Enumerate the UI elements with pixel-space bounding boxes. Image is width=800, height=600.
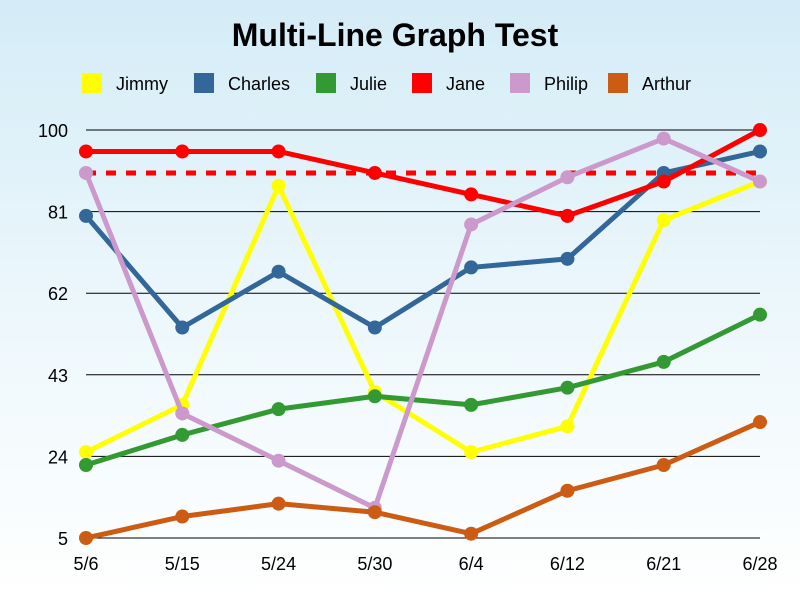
y-tick-label: 100 [38,121,68,141]
x-tick-label: 6/12 [550,554,585,574]
data-point [175,320,190,335]
grid [86,129,760,539]
data-point [271,178,286,193]
legend-swatch [194,73,214,93]
data-point [367,320,382,335]
data-point [753,123,767,137]
series-line [83,127,763,219]
data-point [271,402,286,417]
legend-label: Charles [228,74,290,94]
legend-item-arthur: Arthur [608,73,691,94]
series-line [83,312,763,468]
data-point [367,165,382,180]
data-point [656,213,671,228]
data-point [560,251,575,266]
series-julie [79,307,767,472]
legend-swatch [82,73,102,93]
legend-label: Arthur [642,74,691,94]
data-point [464,217,479,232]
data-point [175,509,190,524]
y-tick-label: 5 [58,529,68,549]
legend-item-jane: Jane [412,73,485,94]
x-tick-label: 5/24 [261,554,296,574]
x-axis: 5/6 5/15 5/24 5/30 6/4 6/12 6/21 6/28 [73,554,777,574]
data-point [464,445,479,460]
data-point [560,419,575,434]
y-tick-label: 24 [48,447,68,467]
legend-label: Jimmy [116,74,168,94]
series-line [83,419,763,541]
legend-swatch [316,73,336,93]
data-point [271,453,286,468]
data-point [753,144,767,159]
legend-item-philip: Philip [510,73,588,94]
data-point [79,445,93,460]
x-tick-label: 5/30 [357,554,392,574]
y-tick-label: 43 [48,366,68,386]
data-point [560,380,575,395]
x-tick-label: 6/21 [646,554,681,574]
legend-swatch [412,73,432,93]
data-point [79,531,93,545]
data-point [271,264,286,279]
legend-label: Jane [446,74,485,94]
data-point [367,505,382,520]
legend: Jimmy Charles Julie Jane Philip Arthur [82,73,691,94]
data-point [367,389,382,404]
data-point [271,496,286,511]
x-tick-label: 5/15 [165,554,200,574]
data-point [79,208,93,223]
x-tick-label: 6/4 [459,554,484,574]
series-jane [79,123,767,223]
data-point [175,427,190,442]
data-point [464,526,479,541]
data-point [656,457,671,472]
data-point [464,260,479,275]
data-point [79,144,93,159]
series-line [83,136,763,511]
data-point [175,406,190,421]
data-point [753,174,767,189]
series-arthur [79,415,767,545]
data-point [656,354,671,369]
data-point [560,483,575,498]
data-point [560,170,575,185]
legend-swatch [608,73,628,93]
y-tick-label: 81 [48,203,68,223]
data-point [271,144,286,159]
chart-title: Multi-Line Graph Test [232,17,559,53]
data-point [656,131,671,146]
data-point [656,174,671,189]
legend-item-julie: Julie [316,73,387,94]
data-point [79,457,93,472]
y-axis: 5 24 43 62 81 100 [38,121,68,549]
series-philip [79,131,767,515]
legend-label: Philip [544,74,588,94]
legend-item-charles: Charles [194,73,290,94]
data-point [175,144,190,159]
legend-swatch [510,73,530,93]
x-tick-label: 5/6 [73,554,98,574]
data-point [753,415,767,430]
data-point [753,307,767,322]
data-point [464,187,479,202]
y-tick-label: 62 [48,284,68,304]
legend-item-jimmy: Jimmy [82,73,168,94]
series-charles [79,144,767,335]
data-point [464,397,479,412]
series-line [83,179,763,455]
data-point [79,165,93,180]
legend-label: Julie [350,74,387,94]
x-tick-label: 6/28 [742,554,777,574]
series-layer [79,123,767,545]
data-point [560,208,575,223]
